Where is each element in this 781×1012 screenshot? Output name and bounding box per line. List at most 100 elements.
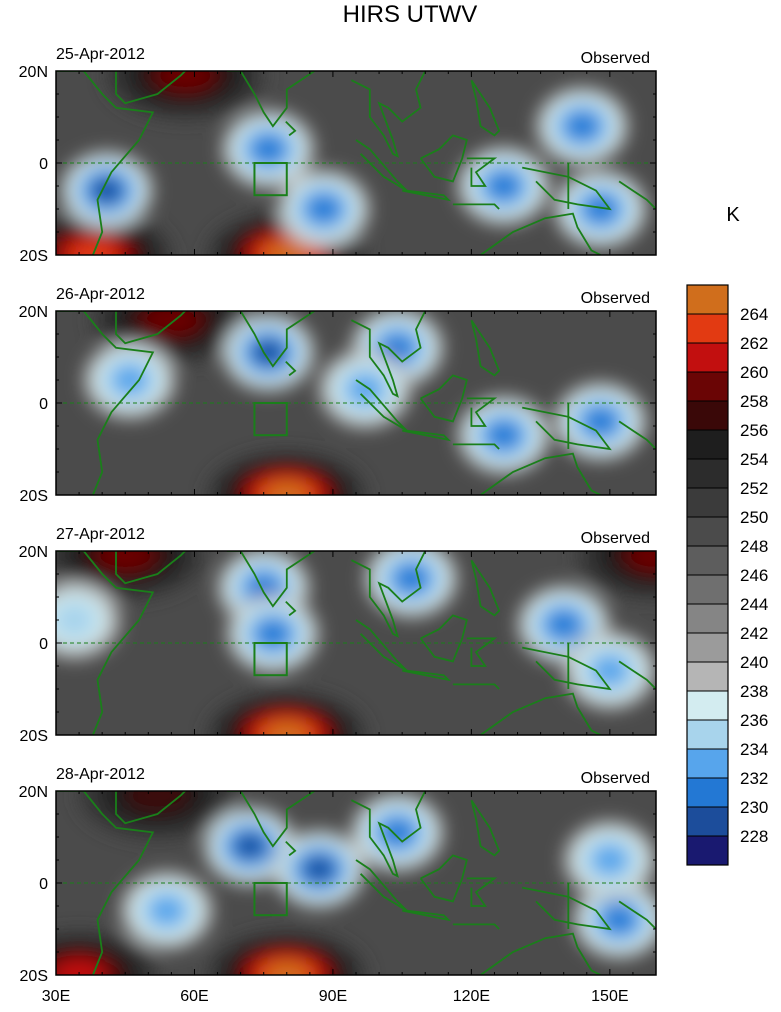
moist-region-5 bbox=[591, 655, 628, 686]
moist-region-4 bbox=[603, 906, 635, 934]
colorbar-label: 236 bbox=[740, 711, 768, 730]
panel-date: 25-Apr-2012 bbox=[56, 46, 145, 63]
y-tick-label: 20S bbox=[20, 488, 48, 505]
ticks bbox=[55, 790, 657, 976]
colorbar-swatch bbox=[687, 807, 728, 837]
colorbar-label: 250 bbox=[740, 508, 768, 527]
colorbar-swatch bbox=[687, 546, 728, 576]
moist-region-1 bbox=[247, 574, 280, 602]
panel-date: 26-Apr-2012 bbox=[56, 286, 145, 303]
box-region bbox=[253, 162, 288, 197]
x-tick-label: 30E bbox=[42, 988, 70, 1005]
x-tick-label: 120E bbox=[453, 988, 490, 1005]
dry-region-3 bbox=[124, 791, 191, 815]
colorbar-label: 264 bbox=[740, 305, 768, 324]
colorbar-swatch bbox=[687, 459, 728, 489]
dry-region-2 bbox=[96, 551, 155, 572]
moist-region-6 bbox=[584, 195, 617, 223]
field-2 bbox=[56, 311, 656, 495]
x-tick-label: 60E bbox=[180, 988, 208, 1005]
moist-region-4 bbox=[547, 611, 580, 638]
y-tick-label: 20S bbox=[20, 248, 48, 265]
box-region bbox=[253, 642, 288, 677]
colorbar-unit: K bbox=[726, 204, 740, 226]
dry-region-2 bbox=[142, 311, 201, 337]
colorbar-swatch bbox=[687, 575, 728, 605]
colorbar-swatch bbox=[687, 720, 728, 750]
moist-region-3 bbox=[307, 195, 340, 223]
colorbar-swatch bbox=[687, 285, 728, 315]
ticks bbox=[55, 70, 657, 256]
panel-label: Observed bbox=[581, 770, 650, 787]
colorbar-swatch bbox=[687, 778, 728, 808]
y-tick-label: 0 bbox=[39, 396, 48, 413]
moist-region-2 bbox=[304, 857, 334, 882]
colorbar-label: 246 bbox=[740, 566, 768, 585]
dry-region-3 bbox=[68, 241, 117, 255]
moist-region-5 bbox=[566, 112, 598, 140]
dry-region-1 bbox=[264, 962, 310, 975]
ticks bbox=[55, 310, 657, 496]
colorbar-swatch bbox=[687, 343, 728, 373]
moist-region-1 bbox=[235, 834, 265, 859]
colorbar-label: 232 bbox=[740, 769, 768, 788]
dry-region-3 bbox=[626, 551, 656, 572]
x-tick-label: 150E bbox=[591, 988, 628, 1005]
colorbar-label: 234 bbox=[740, 740, 768, 759]
y-tick-label: 0 bbox=[39, 156, 48, 173]
y-tick-label: 20N bbox=[19, 784, 48, 801]
colorbar-label: 260 bbox=[740, 363, 768, 382]
coastlines bbox=[56, 551, 656, 735]
colorbar-label: 238 bbox=[740, 682, 768, 701]
moist-region-2 bbox=[252, 135, 285, 163]
colorbar-swatch bbox=[687, 604, 728, 634]
panel-date: 27-Apr-2012 bbox=[56, 526, 145, 543]
y-tick-label: 0 bbox=[39, 636, 48, 653]
moist-region-5 bbox=[584, 408, 617, 435]
colorbar-swatch bbox=[687, 517, 728, 547]
moist-region-3 bbox=[347, 373, 384, 405]
colorbar-label: 248 bbox=[740, 537, 768, 556]
moist-region-2 bbox=[381, 334, 414, 362]
y-tick-label: 20N bbox=[19, 304, 48, 321]
moist-region-6 bbox=[148, 895, 185, 926]
y-tick-label: 20N bbox=[19, 544, 48, 561]
panel-4: 20N 0 20S 28-Apr-2012 Observed 30E 60E 90E 120E 1… bbox=[19, 766, 657, 1005]
panel-2: 20N 0 20S 26-Apr-2012 Observed bbox=[19, 286, 657, 505]
colorbar-label: 242 bbox=[740, 624, 768, 643]
colorbar-label: 244 bbox=[740, 595, 768, 614]
panel-1: 20N 0 20S 25-Apr-2012 Observed bbox=[19, 46, 657, 265]
colorbar-swatch bbox=[687, 836, 728, 866]
colorbar-label: 256 bbox=[740, 421, 768, 440]
y-tick-label: 20S bbox=[20, 728, 48, 745]
dry-region-1 bbox=[156, 71, 215, 92]
field-4 bbox=[56, 791, 656, 975]
colorbar-swatch bbox=[687, 488, 728, 518]
y-tick-label: 0 bbox=[39, 876, 48, 893]
panel-label: Observed bbox=[581, 50, 650, 67]
colorbar-label: 262 bbox=[740, 334, 768, 353]
colorbar-label: 230 bbox=[740, 798, 768, 817]
colorbar-swatch bbox=[687, 314, 728, 344]
colorbar-swatch bbox=[687, 430, 728, 460]
x-tick-label: 90E bbox=[319, 988, 347, 1005]
panel-label: Observed bbox=[581, 290, 650, 307]
panel-date: 28-Apr-2012 bbox=[56, 766, 145, 783]
box-region bbox=[253, 402, 288, 437]
field-3 bbox=[56, 551, 656, 735]
box-region bbox=[253, 882, 288, 917]
dry-region-1 bbox=[264, 722, 310, 735]
colorbar-label: 258 bbox=[740, 392, 768, 411]
dry-region-2 bbox=[264, 242, 310, 255]
moist-region-3 bbox=[395, 565, 428, 592]
moist-region-6 bbox=[56, 601, 97, 639]
moist-region-2 bbox=[257, 620, 289, 648]
coastlines bbox=[56, 791, 656, 975]
coastlines bbox=[56, 311, 656, 495]
moist-region-4 bbox=[487, 172, 520, 200]
colorbar-swatch bbox=[687, 401, 728, 431]
moist-region-5 bbox=[591, 844, 628, 876]
moist-region-6 bbox=[111, 364, 148, 396]
ticks bbox=[55, 550, 657, 736]
